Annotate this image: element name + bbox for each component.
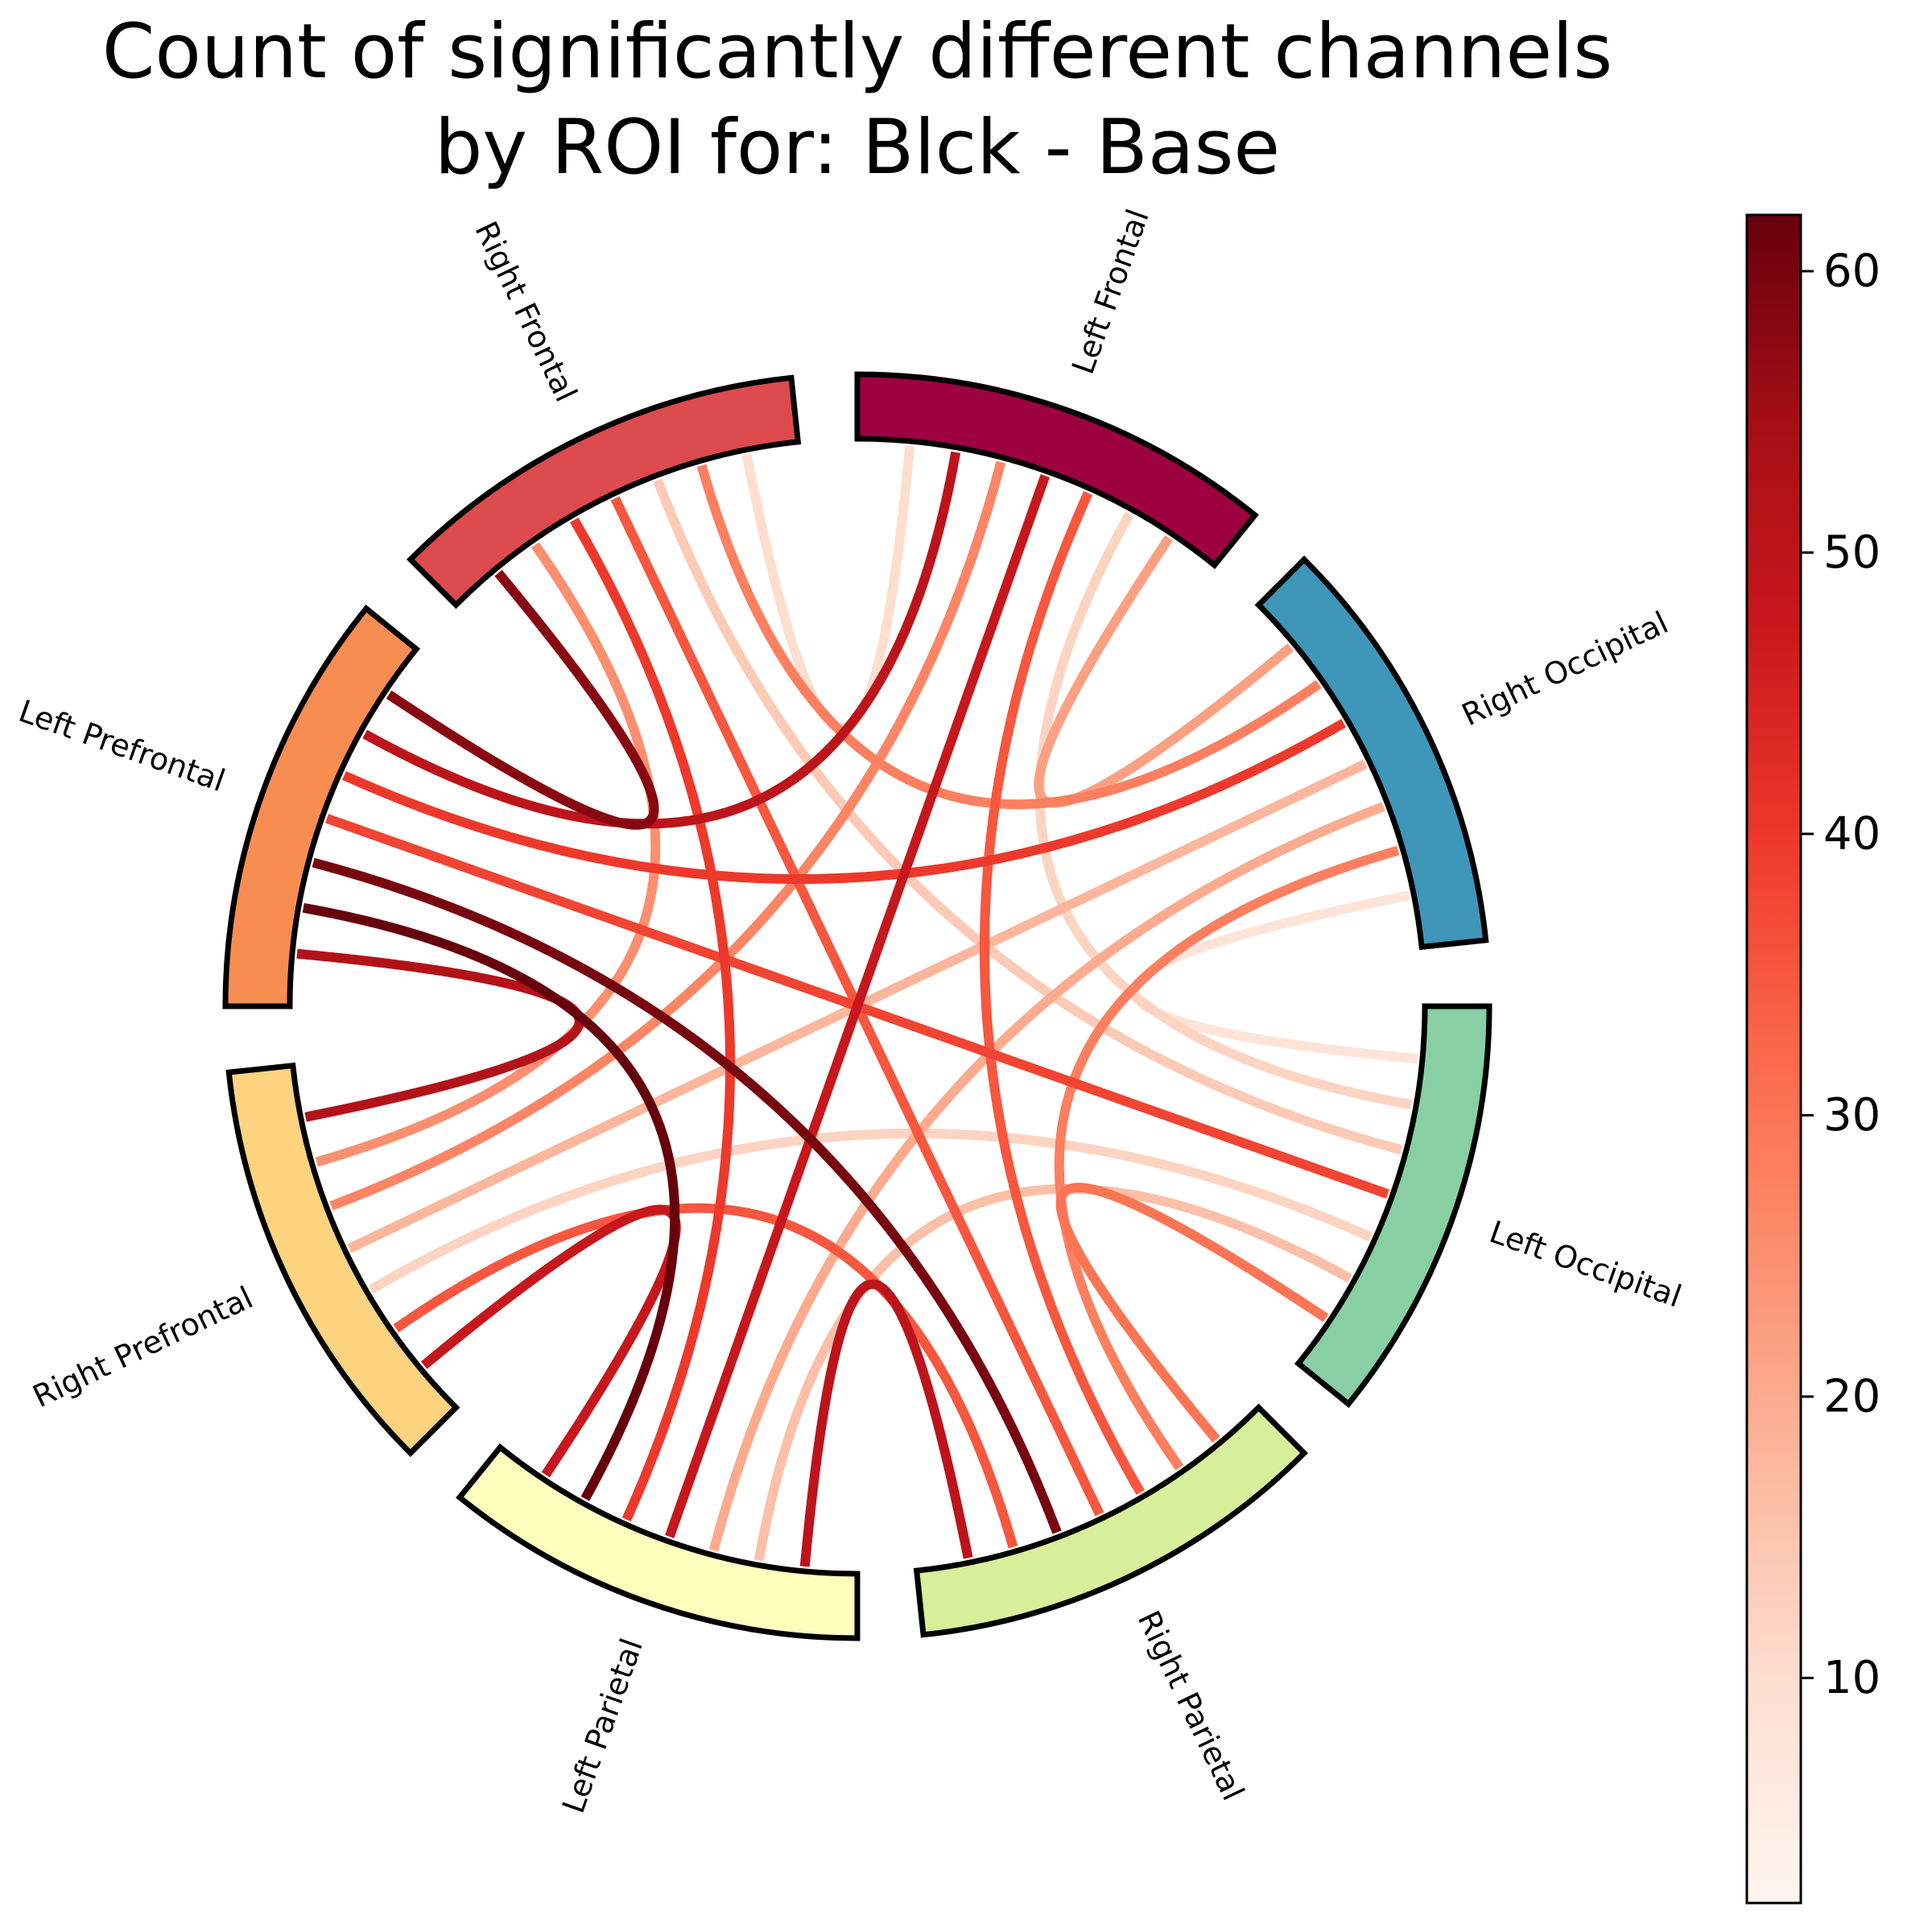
- link-left-occipital-to-left-parietal: [753, 1183, 1352, 1562]
- chord-nodes: [222, 371, 1492, 1641]
- link-left-occipital-to-right-parietal: [1055, 1183, 1329, 1443]
- link-left-parietal-to-right-frontal: [570, 517, 735, 1521]
- link-left-prefrontal-to-right-frontal: [386, 569, 659, 830]
- node-arc-right-prefrontal: [225, 1062, 460, 1458]
- colorbar: 10 20 30 40 50 60: [1745, 213, 1880, 1905]
- link-left-frontal-to-right-prefrontal: [329, 460, 1006, 1211]
- chord-links: [296, 445, 1418, 1567]
- link-left-frontal-to-right-frontal: [741, 445, 915, 733]
- colorbar-tick-label-20: 20: [1823, 1370, 1880, 1422]
- node-label-left-prefrontal: Left Prefrontal: [14, 693, 230, 799]
- node-label-right-occipital: Right Occipital: [1456, 605, 1674, 733]
- link-left-frontal-to-right-parietal: [980, 491, 1145, 1496]
- link-right-occipital-to-left-occipital: [1130, 890, 1418, 1064]
- node-label-left-parietal: Left Parietal: [555, 1634, 650, 1818]
- chart-title-line-2: by ROI for: Blck - Base: [435, 104, 1281, 192]
- node-arc-right-occipital: [1254, 555, 1489, 951]
- link-left-occipital-to-right-prefrontal: [368, 1129, 1373, 1294]
- link-right-parietal-to-left-prefrontal: [312, 857, 1062, 1534]
- node-arc-left-frontal: [854, 371, 1259, 570]
- colorbar-tick-label-40: 40: [1823, 807, 1880, 860]
- link-right-occipital-to-left-parietal: [708, 802, 1385, 1552]
- colorbar-fill: [1745, 213, 1802, 1905]
- node-label-right-frontal: Right Frontal: [468, 216, 584, 407]
- colorbar-tick-label-60: 60: [1823, 245, 1880, 297]
- chart-title-line-1: Count of significantly different channel…: [102, 8, 1613, 96]
- link-left-parietal-to-right-prefrontal: [420, 1204, 681, 1478]
- link-left-frontal-to-left-parietal: [665, 474, 1050, 1538]
- colorbar-tick-label-10: 10: [1823, 1652, 1880, 1704]
- node-label-right-prefrontal: Right Prefrontal: [27, 1280, 258, 1414]
- link-left-frontal-to-left-prefrontal: [362, 451, 961, 829]
- node-label-left-frontal: Left Frontal: [1065, 204, 1156, 378]
- link-right-occipital-to-left-prefrontal: [342, 719, 1347, 884]
- link-right-prefrontal-to-left-prefrontal: [296, 948, 584, 1122]
- node-label-right-parietal: Right Parietal: [1131, 1605, 1251, 1806]
- node-arc-left-parietal: [456, 1443, 861, 1641]
- link-left-parietal-to-left-prefrontal: [302, 902, 680, 1501]
- link-right-parietal-to-left-parietal: [799, 1279, 973, 1567]
- node-arc-left-prefrontal: [222, 605, 421, 1009]
- link-left-frontal-to-left-occipital: [1034, 511, 1413, 1110]
- node-label-left-occipital: Left Occipital: [1485, 1214, 1686, 1315]
- link-left-frontal-to-right-occipital: [1034, 535, 1294, 808]
- link-left-occipital-to-right-frontal: [653, 478, 1403, 1155]
- colorbar-tick-label-30: 30: [1823, 1089, 1880, 1141]
- colorbar-tick-label-50: 50: [1823, 526, 1880, 579]
- node-arc-left-occipital: [1294, 1003, 1492, 1408]
- node-arc-right-parietal: [913, 1403, 1309, 1638]
- node-arc-right-frontal: [406, 374, 802, 609]
